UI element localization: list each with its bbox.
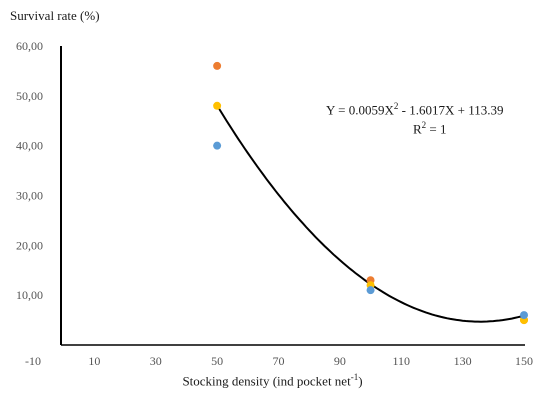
y-axis-tick-labels: 10,00 20,00 30,00 40,00 50,00 60,00 [16, 39, 43, 302]
data-points [213, 61, 528, 325]
y-tick-label: 10,00 [16, 288, 43, 302]
x-tick-label: 30 [150, 354, 162, 368]
y-axis-title: Survival rate (%) [10, 8, 100, 23]
x-axis-title-superscript: -1 [350, 372, 359, 382]
data-point [213, 61, 222, 70]
data-point [520, 311, 528, 320]
x-tick-label: 50 [211, 354, 223, 368]
x-tick-label: 110 [392, 354, 410, 368]
y-tick-label: 60,00 [16, 39, 43, 53]
x-tick-label: 70 [273, 354, 285, 368]
x-axis-tick-labels: -10 10 30 50 70 90 110 130 150 [25, 354, 533, 368]
y-tick-label: 50,00 [16, 89, 43, 103]
data-point [213, 141, 222, 150]
x-tick-label: 90 [334, 354, 346, 368]
y-tick-label: 30,00 [16, 189, 43, 203]
x-axis-title: Stocking density (ind pocket net-1) [0, 372, 545, 389]
x-tick-label: 10 [88, 354, 100, 368]
regression-equation: Y = 0.0059X2 - 1.6017X + 113.39 [326, 101, 503, 118]
r-squared-label: R2 = 1 [413, 120, 447, 137]
data-point [366, 286, 375, 295]
x-tick-label: 150 [515, 354, 533, 368]
equation-lead: Y = 0.0059X [326, 102, 394, 118]
equation-exponent: 2 [393, 101, 399, 111]
x-tick-label: -10 [25, 354, 41, 368]
r-squared-lead: R [413, 121, 422, 137]
y-tick-label: 40,00 [16, 139, 43, 153]
x-axis-title-close: ) [358, 373, 363, 389]
equation-tail: - 1.6017X + 113.39 [398, 102, 504, 118]
x-tick-label: 130 [454, 354, 472, 368]
y-tick-label: 20,00 [16, 238, 43, 252]
data-point [213, 101, 222, 110]
x-axis-title-text: Stocking density (ind pocket net [182, 373, 351, 389]
r-squared-exponent: 2 [421, 120, 427, 130]
r-squared-tail: = 1 [426, 121, 447, 137]
